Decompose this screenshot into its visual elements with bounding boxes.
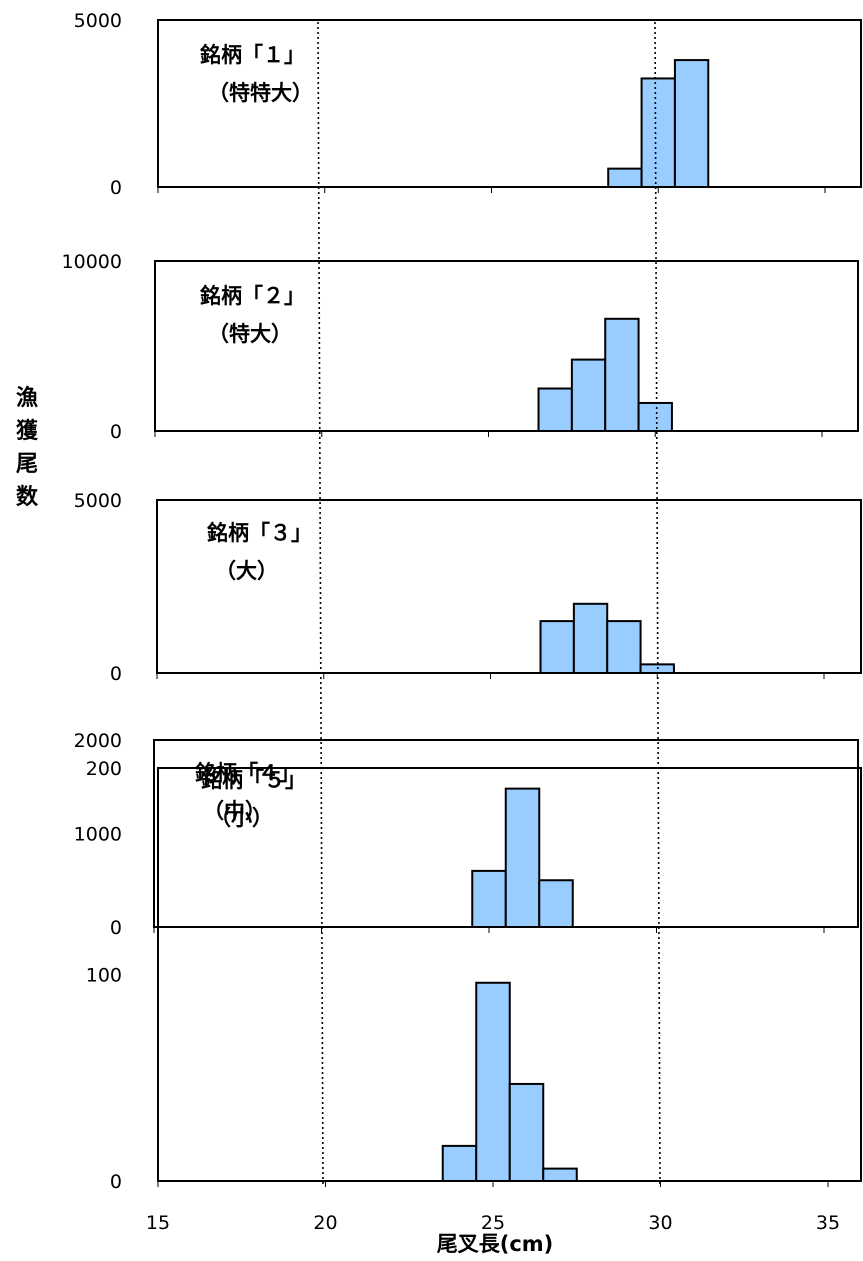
panel-4-y-tick-label: 0 [110,917,122,939]
panel-5-y-tick-label: 200 [86,758,122,780]
panel-4-bar [471,869,507,929]
x-tick-label: 30 [648,1212,672,1234]
panel-2-label: 銘柄「２」 [200,284,305,308]
y-axis-label-char: 数 [16,484,39,510]
y-axis-label-char: 尾 [16,452,38,477]
x-tick-label: 35 [816,1212,840,1234]
panel-1-bar [673,59,710,188]
panel-3-y-tick-label: 5000 [74,490,122,512]
panel-3-frame [156,499,862,674]
x-tick-label: 25 [481,1212,505,1234]
panel-5-bar [542,1167,578,1182]
panel-1-label: 銘柄「１」 [200,43,305,67]
panel-5-bar [441,1144,478,1183]
panel-1-bar [640,77,676,188]
x-tick-label: 20 [313,1212,337,1234]
panel-3-bar [539,620,575,674]
x-axis-label: 尾叉長(cm) [437,1232,554,1256]
panel-2-frame [154,260,859,432]
panel-1-bar [607,167,643,189]
panel-4-y-tick-label: 2000 [74,730,122,752]
panel-1-sublabel: （特特大） [208,81,313,105]
panel-5-y-tick-label: 0 [110,1171,122,1193]
panel-4-bar [538,879,574,928]
panel-3-y-tick-label: 0 [110,663,122,685]
reference-line-20 [317,21,324,1185]
panel-3-bar [606,620,642,674]
x-tick-label: 15 [146,1212,170,1234]
panel-2-bar [637,401,673,433]
panel-5-bar [508,1082,545,1182]
panel-1-frame [157,19,862,188]
panel-2-sublabel: （特大） [208,322,292,346]
panel-1-y-tick-label: 5000 [74,10,122,32]
panel-2-bar [604,317,640,432]
panel-3-label: 銘柄「３」 [207,521,312,545]
panel-4-label: 銘柄「４」 [195,761,300,785]
panel-2-bar [570,358,607,433]
panel-1-y-tick-label: 0 [110,177,122,199]
y-axis-label-char: 獲 [16,418,39,444]
panel-5-sublabel: （小） [210,806,273,830]
panel-4-y-tick-label: 1000 [74,824,122,846]
reference-line-30 [654,21,661,1185]
panel-5-label: 銘柄「５」 [201,768,306,792]
panel-3-bar [572,602,609,674]
panel-2-y-tick-label: 0 [110,421,122,443]
panel-5-bar [475,981,511,1183]
panel-2-bar [537,387,573,432]
y-axis-label-char: 漁 [16,385,38,411]
panel-4-sublabel: （中） [203,799,266,823]
panel-3-sublabel: （大） [215,559,278,583]
panel-5-y-tick-label: 100 [86,965,122,987]
panel-2-y-tick-label: 10000 [62,251,122,273]
panel-4-bar [504,787,541,928]
y-axis-label: 漁獲尾数 [16,385,39,510]
